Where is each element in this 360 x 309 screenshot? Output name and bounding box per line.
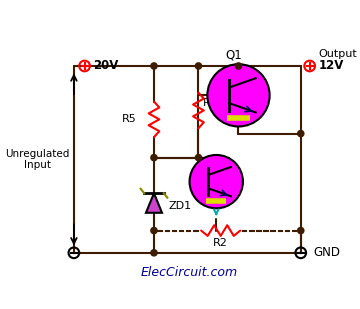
Circle shape bbox=[298, 227, 304, 234]
Circle shape bbox=[298, 130, 304, 137]
Text: ZD1: ZD1 bbox=[168, 201, 191, 211]
Circle shape bbox=[235, 63, 242, 69]
Circle shape bbox=[190, 155, 243, 208]
Polygon shape bbox=[146, 193, 162, 213]
Circle shape bbox=[151, 250, 157, 256]
Text: Output: Output bbox=[319, 49, 357, 58]
Text: 12V: 12V bbox=[319, 59, 344, 73]
Text: R5: R5 bbox=[121, 114, 136, 124]
Text: 20V: 20V bbox=[94, 59, 119, 73]
Text: R4: R4 bbox=[203, 98, 218, 108]
Text: Unregulated
Input: Unregulated Input bbox=[5, 149, 69, 170]
Text: GND: GND bbox=[313, 246, 340, 259]
Circle shape bbox=[151, 154, 157, 161]
Text: ElecCircuit.com: ElecCircuit.com bbox=[141, 266, 238, 279]
Circle shape bbox=[207, 64, 270, 126]
Circle shape bbox=[151, 227, 157, 234]
Text: R2: R2 bbox=[213, 238, 228, 248]
Circle shape bbox=[195, 154, 202, 161]
Text: Q1: Q1 bbox=[226, 49, 242, 62]
Circle shape bbox=[195, 63, 202, 69]
Circle shape bbox=[151, 63, 157, 69]
